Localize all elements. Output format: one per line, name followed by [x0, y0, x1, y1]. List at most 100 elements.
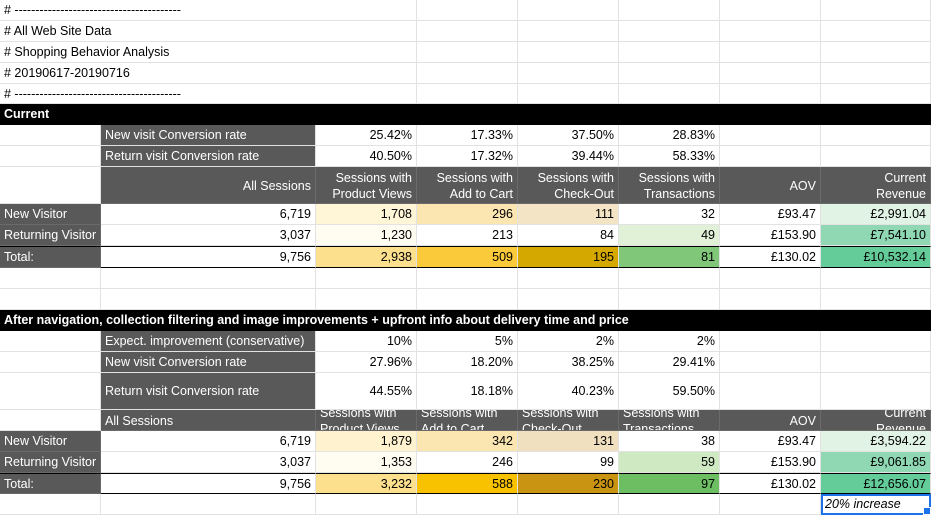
column-header[interactable]: Sessions with Transactions	[619, 410, 720, 431]
empty-cell[interactable]	[720, 42, 821, 63]
column-header[interactable]: Sessions with Add to Cart	[417, 410, 518, 431]
meta-line[interactable]: # Shopping Behavior Analysis	[0, 42, 316, 63]
data-cell[interactable]: 342	[417, 431, 518, 452]
empty-cell[interactable]	[821, 146, 931, 167]
empty-cell[interactable]	[821, 84, 931, 104]
empty-cell[interactable]	[417, 494, 518, 515]
cell[interactable]	[101, 352, 316, 373]
data-cell[interactable]: 9,756	[101, 473, 316, 494]
rate-value[interactable]: 58.33%	[619, 146, 720, 167]
data-cell[interactable]: 2,938	[316, 246, 417, 268]
empty-cell[interactable]	[417, 268, 518, 289]
data-cell[interactable]: 588	[417, 473, 518, 494]
cell[interactable]	[0, 167, 101, 204]
data-cell[interactable]: 3,232	[316, 473, 417, 494]
empty-cell[interactable]	[720, 125, 821, 146]
empty-cell[interactable]	[720, 21, 821, 42]
cell[interactable]	[101, 373, 316, 410]
empty-cell[interactable]	[720, 352, 821, 373]
data-cell[interactable]: 3,037	[101, 225, 316, 246]
data-cell[interactable]: £12,656.07	[821, 473, 931, 494]
empty-cell[interactable]	[720, 289, 821, 310]
rate-value[interactable]: 5%	[417, 331, 518, 352]
column-header[interactable]: Current Revenue	[821, 410, 931, 431]
data-cell[interactable]: 97	[619, 473, 720, 494]
empty-cell[interactable]	[619, 0, 720, 21]
rate-value[interactable]: 44.55%	[316, 373, 417, 410]
empty-cell[interactable]	[316, 84, 417, 104]
empty-cell[interactable]	[821, 352, 931, 373]
rate-value[interactable]: 2%	[518, 331, 619, 352]
rate-value[interactable]: 29.41%	[619, 352, 720, 373]
rate-value[interactable]: 25.42%	[316, 125, 417, 146]
data-cell[interactable]: £130.02	[720, 473, 821, 494]
empty-cell[interactable]	[821, 373, 931, 410]
empty-cell[interactable]	[720, 63, 821, 84]
column-header[interactable]: AOV	[720, 167, 821, 204]
data-cell[interactable]: £2,991.04	[821, 204, 931, 225]
data-cell[interactable]: £93.47	[720, 431, 821, 452]
note-cell[interactable]: 20% increase	[821, 494, 931, 515]
column-header[interactable]: Sessions with Product Views	[316, 410, 417, 431]
empty-cell[interactable]	[619, 63, 720, 84]
empty-cell[interactable]	[720, 146, 821, 167]
empty-cell[interactable]	[0, 494, 101, 515]
data-cell[interactable]: 32	[619, 204, 720, 225]
data-cell[interactable]: £93.47	[720, 204, 821, 225]
empty-cell[interactable]	[518, 268, 619, 289]
meta-line[interactable]: # 20190617-20190716	[0, 63, 316, 84]
empty-cell[interactable]	[619, 21, 720, 42]
empty-cell[interactable]	[821, 0, 931, 21]
data-cell[interactable]: 6,719	[101, 204, 316, 225]
rate-value[interactable]: 40.23%	[518, 373, 619, 410]
column-header[interactable]: Sessions with Product Views	[316, 167, 417, 204]
rate-value[interactable]: 39.44%	[518, 146, 619, 167]
cell[interactable]	[101, 125, 316, 146]
empty-cell[interactable]	[417, 0, 518, 21]
column-header[interactable]: Sessions with Check-Out	[518, 167, 619, 204]
empty-cell[interactable]	[0, 125, 101, 146]
empty-cell[interactable]	[316, 268, 417, 289]
empty-cell[interactable]	[720, 331, 821, 352]
empty-cell[interactable]	[518, 21, 619, 42]
empty-cell[interactable]	[518, 289, 619, 310]
empty-cell[interactable]	[821, 21, 931, 42]
empty-cell[interactable]	[0, 352, 101, 373]
empty-cell[interactable]	[821, 289, 931, 310]
empty-cell[interactable]	[619, 494, 720, 515]
cell[interactable]	[101, 146, 316, 167]
empty-cell[interactable]	[0, 331, 101, 352]
empty-cell[interactable]	[0, 146, 101, 167]
empty-cell[interactable]	[518, 63, 619, 84]
data-cell[interactable]: 38	[619, 431, 720, 452]
empty-cell[interactable]	[821, 63, 931, 84]
rate-value[interactable]: 17.32%	[417, 146, 518, 167]
data-cell[interactable]: 230	[518, 473, 619, 494]
empty-cell[interactable]	[821, 268, 931, 289]
data-cell[interactable]: 195	[518, 246, 619, 268]
empty-cell[interactable]	[101, 289, 316, 310]
rate-value[interactable]: 27.96%	[316, 352, 417, 373]
data-cell[interactable]: £9,061.85	[821, 452, 931, 473]
data-cell[interactable]: 59	[619, 452, 720, 473]
data-cell[interactable]: £153.90	[720, 452, 821, 473]
empty-cell[interactable]	[619, 268, 720, 289]
empty-cell[interactable]	[417, 63, 518, 84]
data-cell[interactable]: 9,756	[101, 246, 316, 268]
empty-cell[interactable]	[417, 21, 518, 42]
data-cell[interactable]: 84	[518, 225, 619, 246]
column-header[interactable]: All Sessions	[101, 410, 316, 431]
data-cell[interactable]: £153.90	[720, 225, 821, 246]
column-header[interactable]: Sessions with Check-Out	[518, 410, 619, 431]
empty-cell[interactable]	[316, 63, 417, 84]
rate-label[interactable]: Expect. improvement (conservative)	[101, 331, 316, 352]
data-cell[interactable]: 131	[518, 431, 619, 452]
data-cell[interactable]: £130.02	[720, 246, 821, 268]
data-cell[interactable]: 111	[518, 204, 619, 225]
empty-cell[interactable]	[316, 494, 417, 515]
empty-cell[interactable]	[0, 289, 101, 310]
rate-value[interactable]: 2%	[619, 331, 720, 352]
meta-line[interactable]: # --------------------------------------…	[0, 84, 316, 104]
empty-cell[interactable]	[0, 268, 101, 289]
